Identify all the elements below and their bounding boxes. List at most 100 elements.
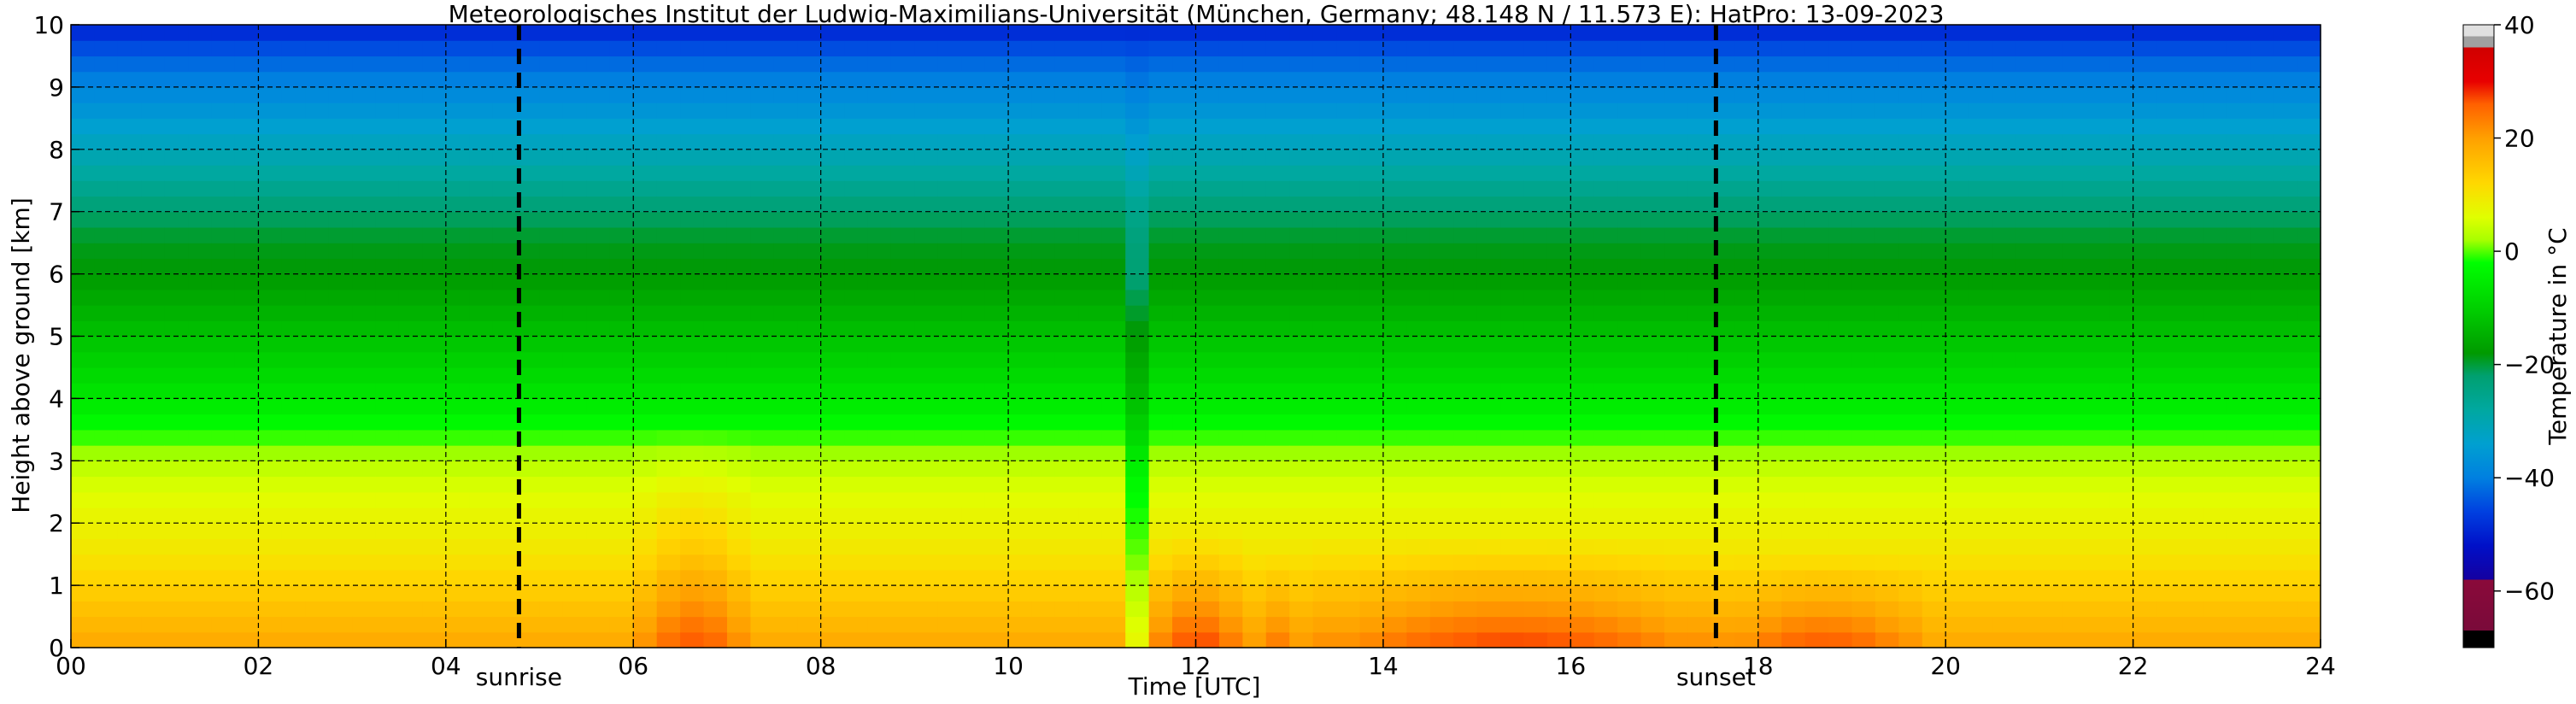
- heatmap-cell: [539, 398, 564, 415]
- heatmap-cell: [305, 320, 330, 337]
- heatmap-cell: [1008, 149, 1033, 166]
- heatmap-cell: [2063, 149, 2087, 166]
- heatmap-cell: [750, 585, 775, 601]
- heatmap-cell: [492, 476, 517, 493]
- heatmap-cell: [1125, 414, 1150, 431]
- heatmap-cell: [2110, 601, 2134, 618]
- heatmap-cell: [844, 507, 869, 524]
- heatmap-cell: [258, 429, 283, 446]
- heatmap-cell: [1687, 180, 1712, 197]
- heatmap-cell: [211, 476, 236, 493]
- heatmap-cell: [2227, 226, 2251, 243]
- heatmap-cell: [937, 149, 962, 166]
- heatmap-cell: [703, 507, 728, 524]
- heatmap-cell: [1781, 86, 1806, 103]
- heatmap-cell: [375, 616, 400, 633]
- heatmap-cell: [1969, 289, 1993, 306]
- heatmap-cell: [1312, 569, 1337, 586]
- heatmap-cell: [1172, 118, 1197, 135]
- colorbar-tick-label: 40: [2504, 11, 2535, 39]
- heatmap-cell: [539, 631, 564, 648]
- heatmap-cell: [1429, 56, 1454, 73]
- heatmap-cell: [1781, 118, 1806, 135]
- heatmap-cell: [773, 601, 798, 618]
- heatmap-cell: [984, 367, 1009, 384]
- heatmap-cell: [211, 118, 236, 135]
- heatmap-cell: [2086, 25, 2110, 41]
- heatmap-cell: [1734, 336, 1759, 353]
- heatmap-cell: [562, 461, 587, 478]
- heatmap-cell: [1148, 414, 1173, 431]
- heatmap-cell: [773, 538, 798, 555]
- heatmap-cell: [2274, 71, 2298, 88]
- heatmap-cell: [2250, 414, 2274, 431]
- heatmap-cell: [1125, 226, 1150, 243]
- heatmap-cell: [1289, 554, 1314, 571]
- heatmap-cell: [984, 149, 1009, 166]
- heatmap-cell: [1500, 398, 1525, 415]
- heatmap-cell: [258, 289, 283, 306]
- heatmap-cell: [633, 289, 658, 306]
- heatmap-cell: [1640, 523, 1665, 540]
- heatmap-cell: [773, 258, 798, 275]
- heatmap-cell: [1969, 445, 1993, 461]
- heatmap-cell: [1969, 25, 1993, 41]
- heatmap-cell: [328, 118, 353, 135]
- heatmap-cell: [2250, 25, 2274, 41]
- heatmap-cell: [890, 258, 915, 275]
- heatmap-cell: [1406, 243, 1431, 259]
- heatmap-cell: [1406, 631, 1431, 648]
- heatmap-cell: [1078, 336, 1103, 353]
- heatmap-cell: [1125, 429, 1150, 446]
- heatmap-cell: [211, 180, 236, 197]
- heatmap-cell: [211, 491, 236, 508]
- heatmap-cell: [164, 445, 189, 461]
- heatmap-cell: [281, 491, 306, 508]
- heatmap-cell: [656, 507, 681, 524]
- heatmap-cell: [281, 149, 306, 166]
- heatmap-cell: [633, 445, 658, 461]
- heatmap-cell: [2250, 320, 2274, 337]
- heatmap-cell: [1172, 585, 1197, 601]
- heatmap-cell: [1031, 103, 1056, 119]
- heatmap-cell: [1992, 289, 2017, 306]
- heatmap-cell: [258, 103, 283, 119]
- heatmap-cell: [562, 367, 587, 384]
- heatmap-cell: [1992, 165, 2017, 181]
- heatmap-cell: [2086, 569, 2110, 586]
- heatmap-cell: [1101, 616, 1126, 633]
- heatmap-cell: [492, 507, 517, 524]
- heatmap-cell: [1875, 149, 1899, 166]
- heatmap-cell: [2016, 226, 2040, 243]
- heatmap-cell: [586, 165, 611, 181]
- heatmap-cell: [1969, 305, 1993, 321]
- heatmap-cell: [1359, 71, 1384, 88]
- heatmap-cell: [2086, 149, 2110, 166]
- heatmap-cell: [2274, 196, 2298, 213]
- heatmap-cell: [71, 86, 96, 103]
- heatmap-cell: [141, 569, 166, 586]
- heatmap-cell: [1148, 351, 1173, 368]
- heatmap-cell: [797, 273, 822, 290]
- heatmap-cell: [726, 414, 751, 431]
- heatmap-cell: [586, 243, 611, 259]
- heatmap-cell: [1218, 538, 1243, 555]
- heatmap-cell: [258, 149, 283, 166]
- heatmap-cell: [1312, 398, 1337, 415]
- heatmap-cell: [1851, 383, 1876, 399]
- heatmap-cell: [1992, 445, 2017, 461]
- heatmap-cell: [1687, 383, 1712, 399]
- heatmap-cell: [1382, 538, 1407, 555]
- heatmap-cell: [2274, 491, 2298, 508]
- heatmap-cell: [1687, 554, 1712, 571]
- heatmap-cell: [1336, 367, 1361, 384]
- heatmap-cell: [1078, 616, 1103, 633]
- heatmap-cell: [539, 211, 564, 228]
- heatmap-cell: [141, 336, 166, 353]
- heatmap-cell: [2039, 538, 2063, 555]
- heatmap-cell: [2133, 616, 2157, 633]
- heatmap-cell: [1148, 149, 1173, 166]
- heatmap-cell: [1312, 351, 1337, 368]
- heatmap-cell: [1265, 165, 1290, 181]
- heatmap-cell: [1969, 351, 1993, 368]
